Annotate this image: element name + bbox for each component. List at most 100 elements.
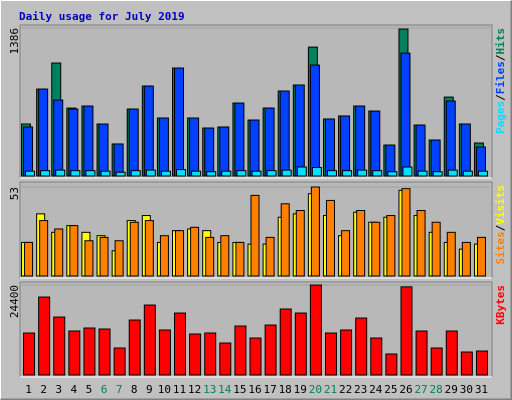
legend-entry: KBytes — [494, 285, 507, 325]
bar — [355, 105, 366, 177]
bar — [249, 337, 262, 376]
bar — [462, 170, 473, 177]
bar — [417, 170, 428, 177]
x-tick-label: 30 — [460, 383, 473, 396]
x-tick-label: 3 — [55, 383, 62, 396]
bar — [83, 105, 94, 177]
bar — [189, 117, 200, 177]
bar — [114, 240, 124, 277]
bar — [371, 221, 381, 277]
bar — [355, 317, 368, 376]
x-tick-label: 18 — [279, 383, 292, 396]
bar — [294, 312, 307, 376]
bar — [221, 170, 232, 177]
y-tick-label: 53 — [8, 187, 21, 200]
x-tick-label: 21 — [324, 383, 337, 396]
bar — [447, 169, 458, 177]
bar — [400, 52, 411, 177]
x-tick-label: 9 — [146, 383, 153, 396]
bar — [158, 117, 169, 177]
bar — [401, 188, 411, 277]
bar — [295, 210, 305, 277]
bar — [445, 330, 458, 376]
bar — [385, 353, 398, 376]
bar — [309, 64, 320, 177]
bar — [113, 143, 124, 177]
bar — [326, 170, 337, 177]
legend-separator: / — [494, 94, 507, 101]
bar — [38, 296, 51, 376]
x-tick-label: 16 — [248, 383, 261, 396]
x-tick-label: 7 — [116, 383, 123, 396]
bar — [356, 210, 366, 277]
bar — [416, 210, 426, 277]
bar — [340, 115, 351, 177]
bar — [206, 171, 217, 177]
bar — [23, 126, 34, 177]
y-tick-label: 1386 — [8, 28, 21, 55]
bar — [99, 236, 109, 277]
bar — [115, 171, 126, 177]
bar — [446, 231, 456, 277]
x-tick-label: 23 — [354, 383, 367, 396]
x-tick-label: 8 — [131, 383, 138, 396]
legend: Sites/Visits — [494, 185, 507, 265]
legend: Pages/Files/Hits — [494, 28, 507, 134]
bar — [68, 330, 81, 376]
x-tick-label: 15 — [233, 383, 246, 396]
bar — [143, 304, 156, 376]
bar — [236, 170, 247, 177]
bar — [460, 351, 473, 376]
bar — [40, 170, 51, 177]
bar — [430, 347, 443, 376]
bar — [432, 171, 443, 177]
bar — [251, 170, 262, 177]
bar — [402, 166, 413, 177]
bar — [475, 350, 488, 376]
x-tick-label: 14 — [218, 383, 232, 396]
bar — [324, 332, 337, 376]
bar — [219, 342, 232, 376]
x-tick-label: 5 — [86, 383, 93, 396]
x-tick-label: 24 — [369, 383, 383, 396]
bar — [39, 220, 49, 277]
bar — [372, 170, 383, 177]
bar — [25, 170, 36, 177]
bar — [341, 230, 351, 277]
legend-entry: Sites — [494, 231, 507, 264]
x-tick-label: 29 — [445, 383, 458, 396]
bar — [220, 235, 230, 277]
x-tick-label: 19 — [294, 383, 307, 396]
bar — [83, 327, 96, 376]
x-tick-label: 26 — [399, 383, 412, 396]
bar — [309, 284, 322, 376]
x-tick-label: 1 — [25, 383, 32, 396]
bar — [279, 308, 292, 376]
bar — [476, 236, 486, 277]
bar — [431, 221, 441, 277]
legend-entry: Files — [494, 61, 507, 94]
bar — [190, 226, 200, 277]
bar — [54, 228, 64, 277]
bar — [340, 329, 353, 376]
bar — [294, 84, 305, 177]
bar — [68, 108, 79, 177]
bar — [204, 127, 215, 177]
bar — [159, 235, 169, 277]
bar — [265, 236, 275, 277]
bar — [143, 85, 154, 177]
bar — [460, 123, 471, 177]
bar — [98, 328, 111, 376]
bar — [234, 325, 247, 376]
bar — [325, 199, 335, 277]
x-tick-label: 17 — [263, 383, 276, 396]
bar — [176, 169, 187, 177]
bar — [175, 230, 185, 277]
chart-title: Daily usage for July 2019 — [19, 10, 185, 23]
bar — [279, 90, 290, 177]
x-tick-label: 31 — [475, 383, 488, 396]
bar — [370, 337, 383, 376]
bar — [477, 170, 488, 177]
